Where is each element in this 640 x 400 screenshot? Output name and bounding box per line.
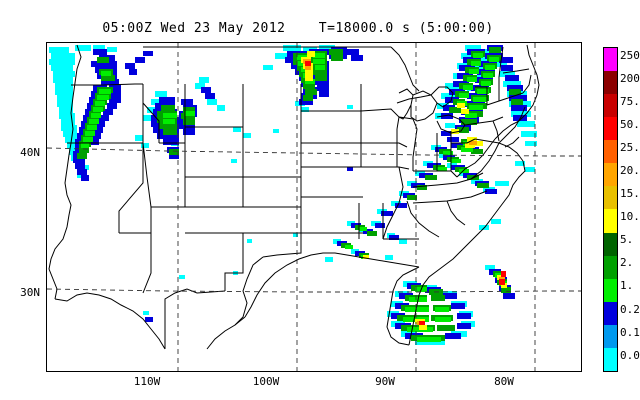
y-tick-30n: 30N xyxy=(20,286,40,299)
x-tick-100w: 100W xyxy=(252,375,280,388)
colorbar-segment xyxy=(604,209,617,233)
colorbar-tick-label: 1. xyxy=(620,279,634,293)
precipitation-field xyxy=(49,45,537,345)
colorbar-segment xyxy=(604,301,617,325)
colorbar-tick-label: 0.01 xyxy=(620,348,640,362)
colorbar-tick-label: 0.10 xyxy=(620,325,640,339)
colorbar-tick-label: 200. xyxy=(620,71,640,85)
colorbar-segment xyxy=(604,324,617,348)
colorbar-segment xyxy=(604,347,617,371)
colorbar-tick-label: 25. xyxy=(620,141,640,155)
colorbar-tick-label: 75. xyxy=(620,94,640,108)
colorbar-tick-label: 2. xyxy=(620,256,634,270)
colorbar-segment xyxy=(604,163,617,187)
map-canvas xyxy=(47,43,581,371)
colorbar-segment xyxy=(604,232,617,256)
colorbar-tick-labels: 250. 200. 75. 50. 25. 20. 15. 10. 5. 2. 1. 0.25 0.10… xyxy=(620,40,640,380)
colorbar-tick-label: 20. xyxy=(620,164,640,178)
figure-title: 05:00Z Wed 23 May 2012 T=18000.0 s (5:00… xyxy=(102,21,494,36)
map-boundaries xyxy=(48,44,540,350)
colorbar-segment xyxy=(604,140,617,164)
x-tick-110w: 110W xyxy=(133,375,161,388)
colorbar-tick-label: 15. xyxy=(620,187,640,201)
x-tick-90w: 90W xyxy=(375,375,395,388)
colorbar-tick-label: 5. xyxy=(620,233,634,247)
colorbar-tick-label: 50. xyxy=(620,117,640,131)
colorbar-segment xyxy=(604,94,617,118)
map-plot-area[interactable] xyxy=(46,42,582,372)
colorbar-segment xyxy=(604,186,617,210)
x-tick-80w: 80W xyxy=(494,375,514,388)
colorbar-tick-label: 10. xyxy=(620,210,640,224)
colorbar-segment xyxy=(604,48,617,72)
colorbar xyxy=(603,47,618,372)
colorbar-segment xyxy=(604,71,617,95)
colorbar-tick-label: 0.25 xyxy=(620,302,640,316)
colorbar-segment xyxy=(604,117,617,141)
y-tick-40n: 40N xyxy=(20,146,40,159)
colorbar-segment xyxy=(604,278,617,302)
colorbar-segment xyxy=(604,255,617,279)
colorbar-tick-label: 250. xyxy=(620,48,640,62)
graticule xyxy=(47,43,581,371)
